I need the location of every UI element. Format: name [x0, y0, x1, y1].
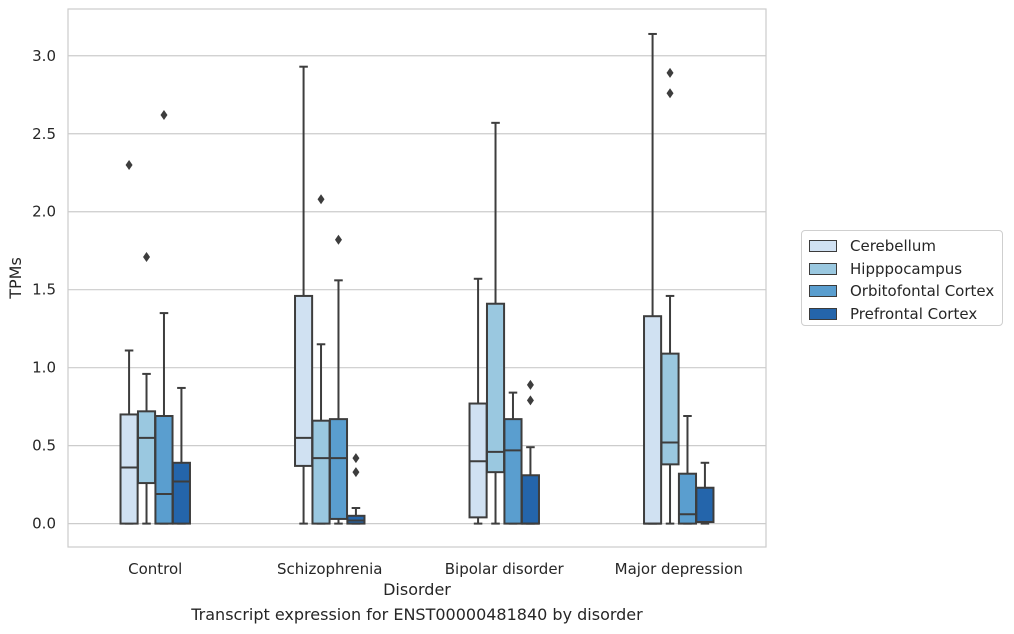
x-tick-label: Bipolar disorder — [445, 560, 565, 578]
outlier-point — [666, 88, 674, 99]
y-tick-label: 3.0 — [32, 47, 56, 65]
legend-label: Orbitofontal Cortex — [850, 282, 995, 301]
y-tick-label: 2.0 — [32, 203, 56, 221]
y-axis-label: TPMs — [6, 257, 25, 300]
x-tick-label: Schizophrenia — [277, 560, 382, 578]
box-hipppocampus — [660, 67, 680, 525]
outlier-point — [526, 395, 534, 406]
box-cerebellum — [294, 65, 314, 525]
legend-item: Hipppocampus — [802, 258, 1002, 281]
box-body — [136, 410, 157, 485]
outlier-point — [666, 67, 674, 78]
box-layer — [119, 32, 715, 525]
legend: Cerebellum Hipppocampus Orbitofontal Corte… — [801, 230, 1003, 326]
box-body — [294, 294, 314, 467]
legend-label: Hipppocampus — [850, 259, 963, 278]
box-hipppocampus — [485, 121, 506, 525]
outlier-point — [143, 251, 151, 262]
box-orbitofontal-cortex — [503, 391, 523, 525]
box-body — [119, 413, 139, 525]
legend-swatch — [809, 262, 837, 275]
box-body — [171, 461, 191, 525]
box-hipppocampus — [311, 194, 331, 525]
legend-label: Prefrontal Cortex — [850, 304, 978, 323]
y-tick-labels: 0.0 0.5 1.0 1.5 2.0 2.5 3.0 — [32, 47, 56, 533]
x-axis-label: Disorder — [383, 580, 451, 599]
box-body — [660, 352, 680, 466]
outlier-point — [334, 234, 342, 245]
box-orbitofontal-cortex — [677, 415, 698, 525]
outlier-point — [526, 379, 534, 390]
outlier-point — [160, 110, 168, 121]
legend-swatch — [809, 240, 837, 253]
legend-item: Orbitofontal Cortex — [802, 280, 1002, 303]
box-cerebellum — [119, 159, 139, 525]
box-body — [677, 472, 698, 525]
box-prefrontal-cortex — [695, 461, 715, 525]
box-cerebellum — [643, 32, 663, 525]
legend-swatch — [809, 285, 837, 298]
outlier-point — [125, 159, 133, 170]
box-body — [520, 474, 540, 525]
y-gridlines — [68, 55, 766, 525]
box-cerebellum — [468, 277, 488, 525]
box-body — [503, 418, 523, 525]
box-body — [154, 415, 174, 525]
x-tick-label: Major depression — [615, 560, 743, 578]
x-tick-label: Control — [128, 560, 182, 578]
box-body — [328, 418, 349, 520]
box-prefrontal-cortex — [171, 386, 191, 525]
box-prefrontal-cortex — [346, 453, 366, 525]
plot-frame — [67, 8, 767, 548]
box-orbitofontal-cortex — [154, 110, 174, 525]
box-body — [643, 315, 663, 525]
outlier-point — [352, 453, 360, 464]
box-body — [311, 419, 331, 525]
legend-item: Prefrontal Cortex — [802, 303, 1002, 326]
box-prefrontal-cortex — [520, 379, 540, 525]
outlier-point — [317, 194, 325, 205]
y-tick-label: 1.0 — [32, 359, 56, 377]
outlier-point — [352, 467, 360, 478]
y-tick-label: 2.5 — [32, 125, 56, 143]
legend-item: Cerebellum — [802, 235, 1002, 258]
box-body — [485, 302, 506, 474]
legend-swatch — [809, 307, 837, 320]
x-tick-labels: Control Schizophrenia Bipolar disorder Majo… — [128, 560, 743, 578]
legend-label: Cerebellum — [850, 237, 936, 256]
box-hipppocampus — [136, 251, 157, 525]
box-body — [695, 486, 715, 524]
y-tick-label: 0.5 — [32, 437, 56, 455]
figure-caption: Transcript expression for ENST0000048184… — [191, 605, 643, 624]
y-tick-label: 0.0 — [32, 515, 56, 533]
y-tick-label: 1.5 — [32, 281, 56, 299]
box-orbitofontal-cortex — [328, 234, 349, 525]
